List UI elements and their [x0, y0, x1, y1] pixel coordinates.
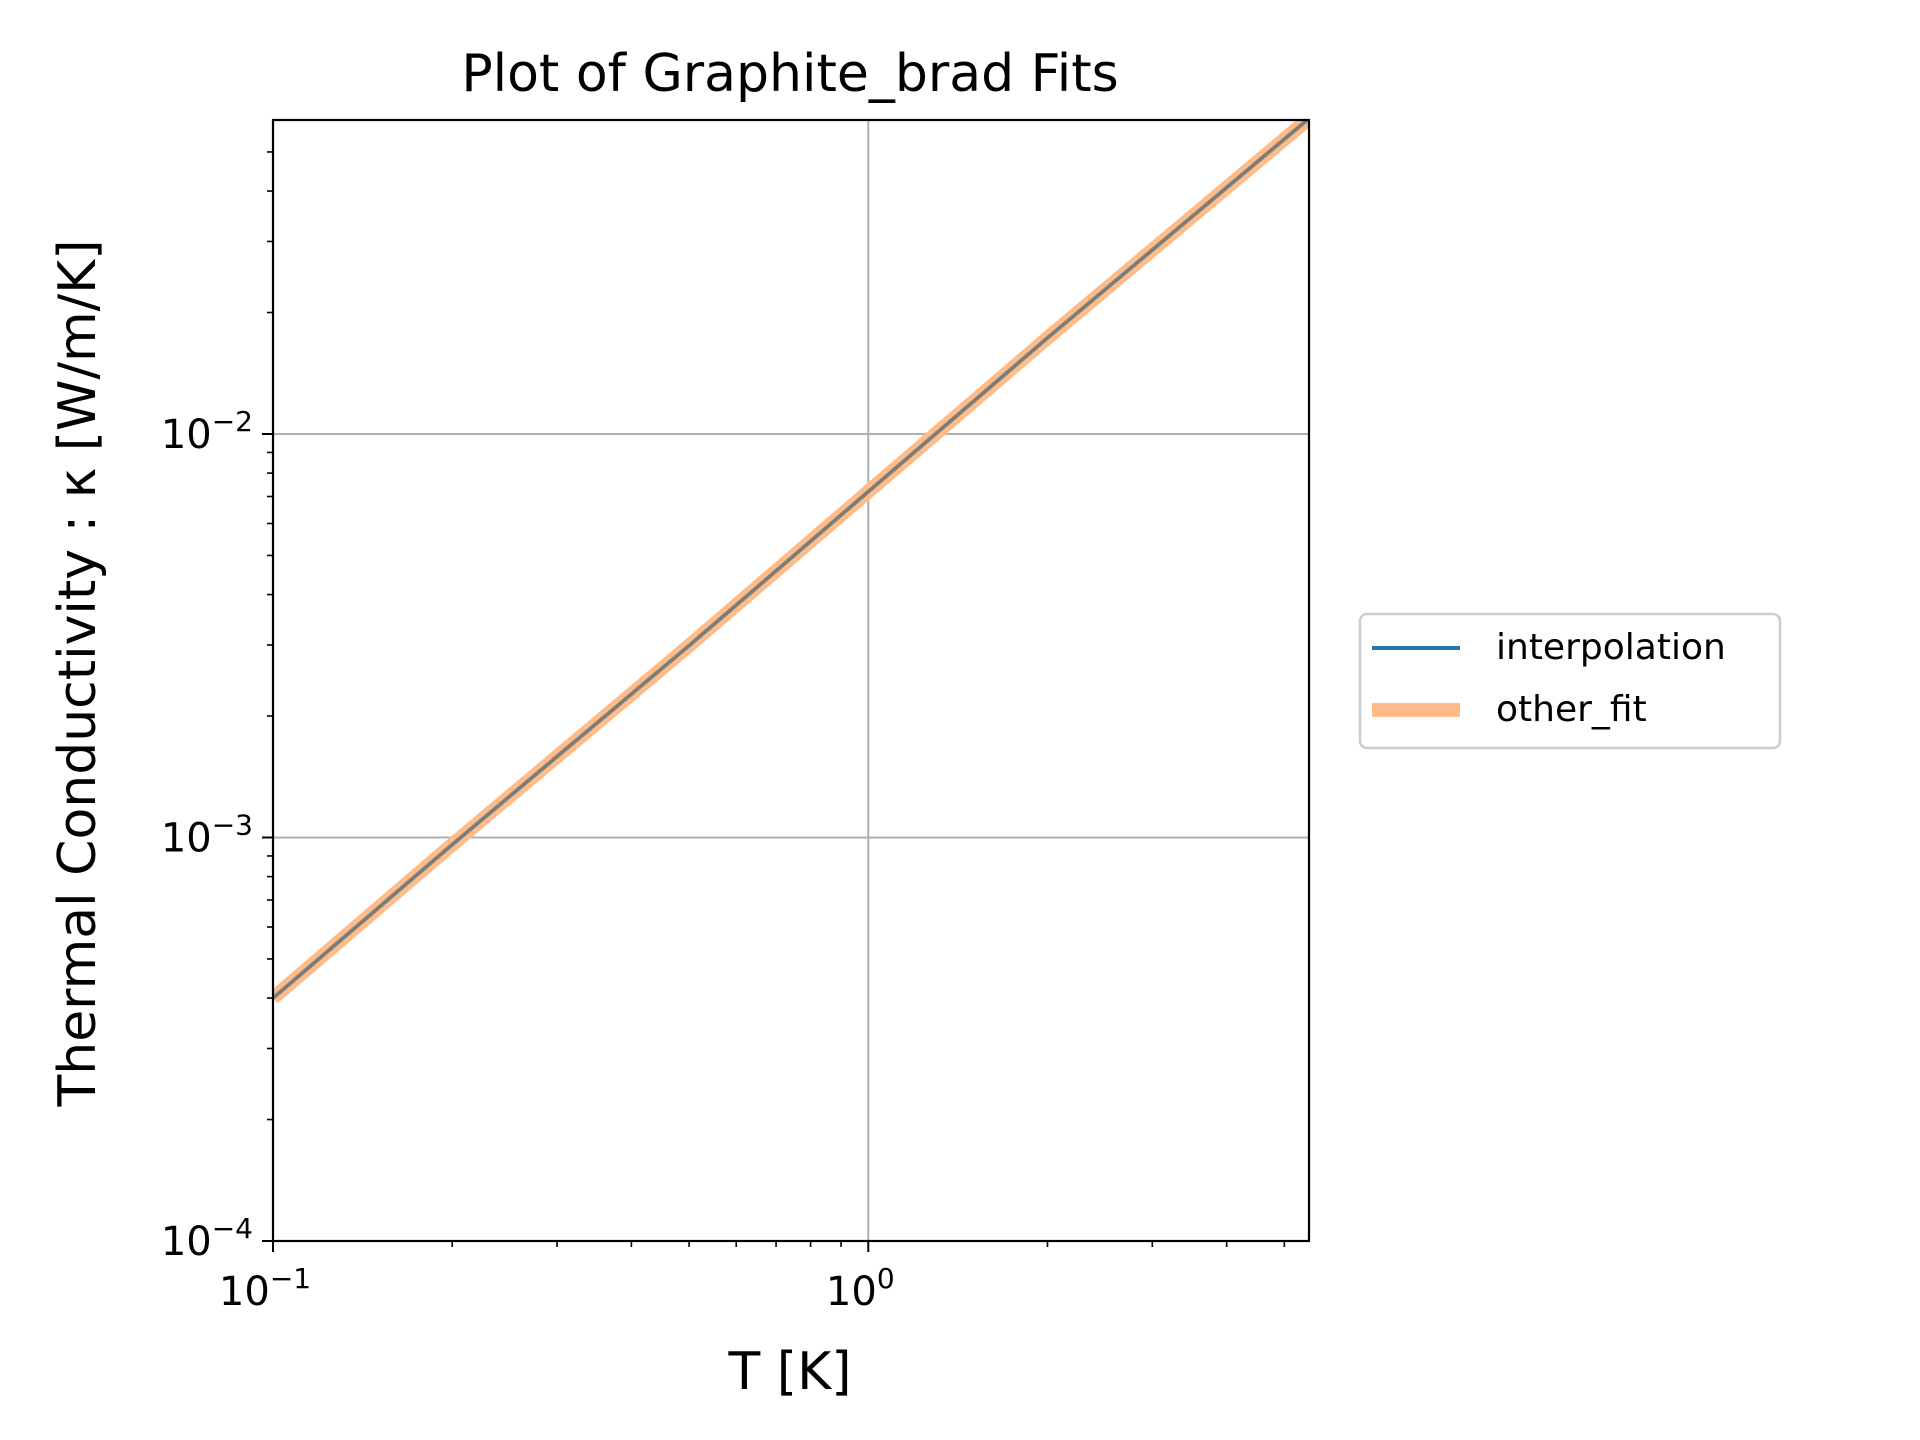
legend-frame [1358, 612, 1782, 750]
y-tick-base: 10 [161, 1219, 212, 1265]
y-axis-ticks: 10−410−310−2 [161, 405, 273, 1265]
y-tick-label: 10−4 [161, 1212, 253, 1265]
x-axis-label: T [K] [728, 1342, 852, 1402]
y-tick-base: 10 [161, 412, 212, 458]
x-tick-base: 10 [219, 1269, 270, 1315]
series-line-overlap [273, 120, 1309, 1000]
y-tick-exponent: −2 [212, 405, 253, 438]
series-layer [273, 120, 1309, 1004]
y-tick-label: 10−2 [161, 405, 253, 458]
y-tick-label: 10−3 [161, 808, 253, 861]
y-tick-base: 10 [161, 815, 212, 861]
legend-label-other-fit: other_fit [1496, 689, 1647, 730]
minor-ticks [267, 151, 1286, 1247]
legend-label-interpolation: interpolation [1496, 627, 1726, 668]
y-tick-exponent: −4 [212, 1212, 253, 1245]
x-tick-label: 100 [826, 1262, 895, 1315]
y-tick-exponent: −3 [212, 808, 253, 841]
x-tick-label: 10−1 [219, 1262, 311, 1315]
plot-frame [271, 118, 1311, 1243]
x-axis-ticks: 10−1 100 [219, 1241, 895, 1315]
x-tick-exponent: −1 [270, 1262, 311, 1295]
legend: interpolation other_fit [1358, 612, 1782, 750]
x-tick-exponent: 0 [877, 1262, 895, 1295]
grid [273, 120, 1309, 1241]
y-axis-label: Thermal Conductivity : κ [W/m/K] [48, 239, 108, 1107]
x-tick-base: 10 [826, 1269, 877, 1315]
chart-title: Plot of Graphite_brad Fits [461, 44, 1118, 104]
